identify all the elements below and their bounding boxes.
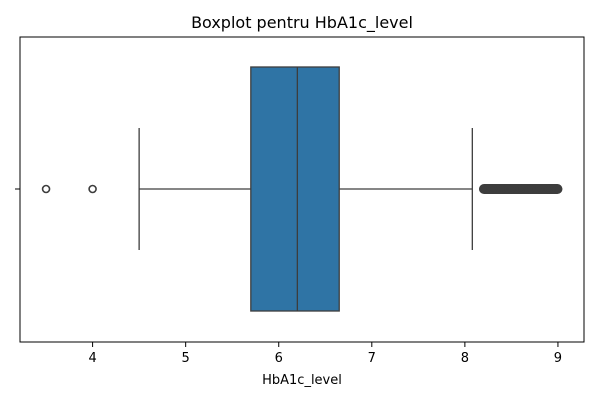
outlier-point: [488, 184, 498, 194]
outlier-point: [41, 184, 51, 194]
x-tick-label: 7: [368, 351, 376, 366]
outlier-point: [88, 184, 97, 194]
outlier-point: [497, 184, 507, 194]
outlier-point: [553, 184, 563, 194]
x-tick-label: 5: [182, 351, 190, 366]
outlier-point: [535, 184, 544, 194]
chart-title: Boxplot pentru HbA1c_level: [191, 13, 413, 33]
outlier-point: [525, 184, 535, 194]
outlier-point: [544, 184, 553, 194]
outlier-point: [516, 184, 526, 194]
plot-area: [41, 66, 563, 312]
iqr-box: [250, 66, 340, 312]
outlier-point: [479, 184, 488, 194]
outlier-point: [507, 184, 516, 194]
x-axis-label: HbA1c_level: [262, 373, 342, 388]
x-tick-label: 4: [88, 351, 96, 366]
x-tick-label: 9: [554, 351, 562, 366]
x-axis: 4 5 6 7 8 9: [88, 342, 562, 366]
x-tick-label: 8: [461, 351, 469, 366]
outliers: [41, 184, 563, 194]
x-tick-label: 6: [275, 351, 283, 366]
